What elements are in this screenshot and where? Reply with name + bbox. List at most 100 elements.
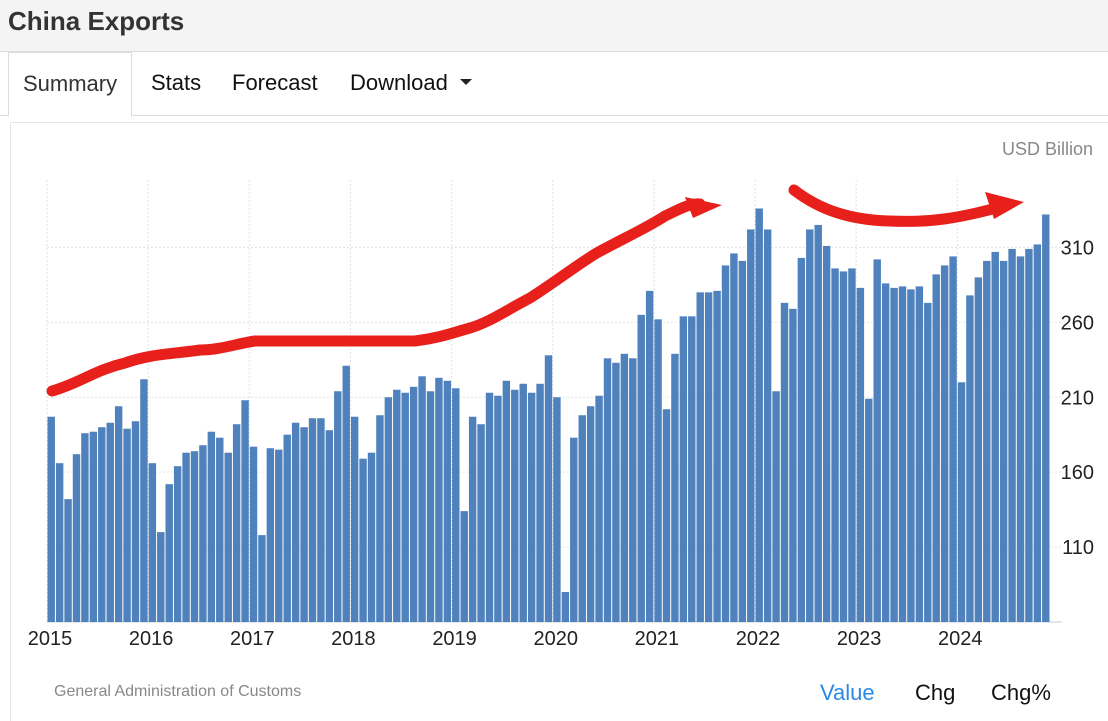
bar[interactable]	[612, 362, 620, 622]
bar[interactable]	[477, 424, 485, 622]
bar[interactable]	[426, 391, 435, 622]
bar[interactable]	[308, 418, 317, 622]
bar[interactable]	[772, 391, 780, 622]
bar[interactable]	[334, 391, 342, 622]
bar[interactable]	[409, 386, 418, 622]
bar[interactable]	[688, 316, 696, 622]
bar[interactable]	[173, 466, 182, 622]
bar[interactable]	[182, 452, 190, 622]
bar[interactable]	[831, 268, 839, 622]
bar[interactable]	[350, 416, 359, 622]
tab-forecast[interactable]: Forecast	[232, 70, 318, 95]
bar[interactable]	[527, 392, 536, 622]
bar[interactable]	[679, 316, 688, 622]
bar[interactable]	[485, 392, 494, 622]
bar[interactable]	[1033, 244, 1042, 622]
bar[interactable]	[300, 427, 308, 622]
bar[interactable]	[1016, 256, 1025, 622]
bar[interactable]	[376, 415, 384, 622]
bar[interactable]	[494, 395, 502, 622]
bar[interactable]	[384, 397, 393, 622]
tab-download[interactable]: Download	[350, 52, 472, 116]
bar[interactable]	[865, 398, 873, 622]
bar[interactable]	[561, 592, 570, 622]
bar[interactable]	[721, 265, 730, 622]
bar[interactable]	[47, 416, 55, 622]
bar[interactable]	[98, 427, 106, 622]
bar[interactable]	[974, 277, 983, 622]
bar[interactable]	[317, 418, 325, 622]
bar[interactable]	[738, 260, 747, 622]
bar[interactable]	[291, 422, 300, 622]
bar[interactable]	[1025, 248, 1033, 623]
bar[interactable]	[207, 431, 216, 622]
bar[interactable]	[654, 319, 662, 622]
bar[interactable]	[949, 256, 957, 622]
bar[interactable]	[713, 290, 721, 622]
bar[interactable]	[216, 437, 224, 622]
bar[interactable]	[249, 446, 258, 622]
bar[interactable]	[881, 283, 890, 622]
bar[interactable]	[991, 251, 999, 623]
bar[interactable]	[890, 287, 898, 622]
bar[interactable]	[789, 308, 797, 622]
bar[interactable]	[915, 286, 924, 622]
bar[interactable]	[544, 355, 553, 622]
bar[interactable]	[393, 389, 401, 622]
bar[interactable]	[275, 449, 283, 622]
mode-value-button[interactable]: Value	[820, 680, 875, 705]
bar[interactable]	[148, 463, 157, 622]
bar[interactable]	[671, 353, 679, 622]
bar[interactable]	[460, 511, 468, 622]
bar[interactable]	[266, 448, 275, 622]
bar[interactable]	[957, 382, 966, 622]
bar[interactable]	[55, 463, 64, 622]
bar[interactable]	[199, 445, 207, 622]
bar[interactable]	[797, 257, 806, 622]
bar[interactable]	[502, 380, 511, 622]
bar[interactable]	[637, 314, 645, 622]
bar[interactable]	[157, 532, 165, 622]
tab-stats[interactable]: Stats	[151, 70, 202, 95]
bar[interactable]	[730, 253, 738, 623]
bar[interactable]	[72, 454, 81, 622]
bar[interactable]	[704, 292, 713, 622]
bar[interactable]	[578, 415, 586, 622]
bar[interactable]	[519, 383, 527, 622]
tab-summary[interactable]: Summary	[8, 52, 133, 117]
bar[interactable]	[81, 433, 89, 622]
bar[interactable]	[814, 224, 822, 622]
bar[interactable]	[123, 428, 131, 622]
bar[interactable]	[536, 383, 544, 622]
bar[interactable]	[822, 245, 831, 622]
bar[interactable]	[586, 406, 595, 622]
bar[interactable]	[114, 406, 123, 622]
bar[interactable]	[620, 353, 629, 622]
bar[interactable]	[64, 499, 72, 622]
bar[interactable]	[983, 260, 991, 622]
bar[interactable]	[907, 289, 915, 622]
bar[interactable]	[283, 434, 291, 622]
bar[interactable]	[629, 358, 637, 622]
bar[interactable]	[232, 424, 241, 622]
bar[interactable]	[359, 458, 367, 622]
bar[interactable]	[1008, 248, 1016, 623]
bar[interactable]	[89, 431, 98, 622]
bar[interactable]	[696, 292, 704, 622]
bar[interactable]	[966, 295, 974, 622]
bar[interactable]	[848, 268, 856, 622]
bar[interactable]	[342, 365, 350, 622]
bar[interactable]	[595, 395, 603, 622]
bar[interactable]	[763, 229, 772, 622]
bar[interactable]	[1042, 214, 1050, 622]
bar[interactable]	[873, 259, 881, 622]
bar[interactable]	[924, 302, 932, 622]
bar[interactable]	[418, 376, 426, 622]
bar[interactable]	[662, 409, 671, 622]
bar[interactable]	[839, 271, 848, 622]
bar[interactable]	[367, 452, 376, 622]
bar[interactable]	[999, 260, 1008, 622]
bar[interactable]	[106, 422, 114, 622]
mode-chgpct-button[interactable]: Chg%	[991, 680, 1051, 705]
bar[interactable]	[645, 290, 654, 622]
